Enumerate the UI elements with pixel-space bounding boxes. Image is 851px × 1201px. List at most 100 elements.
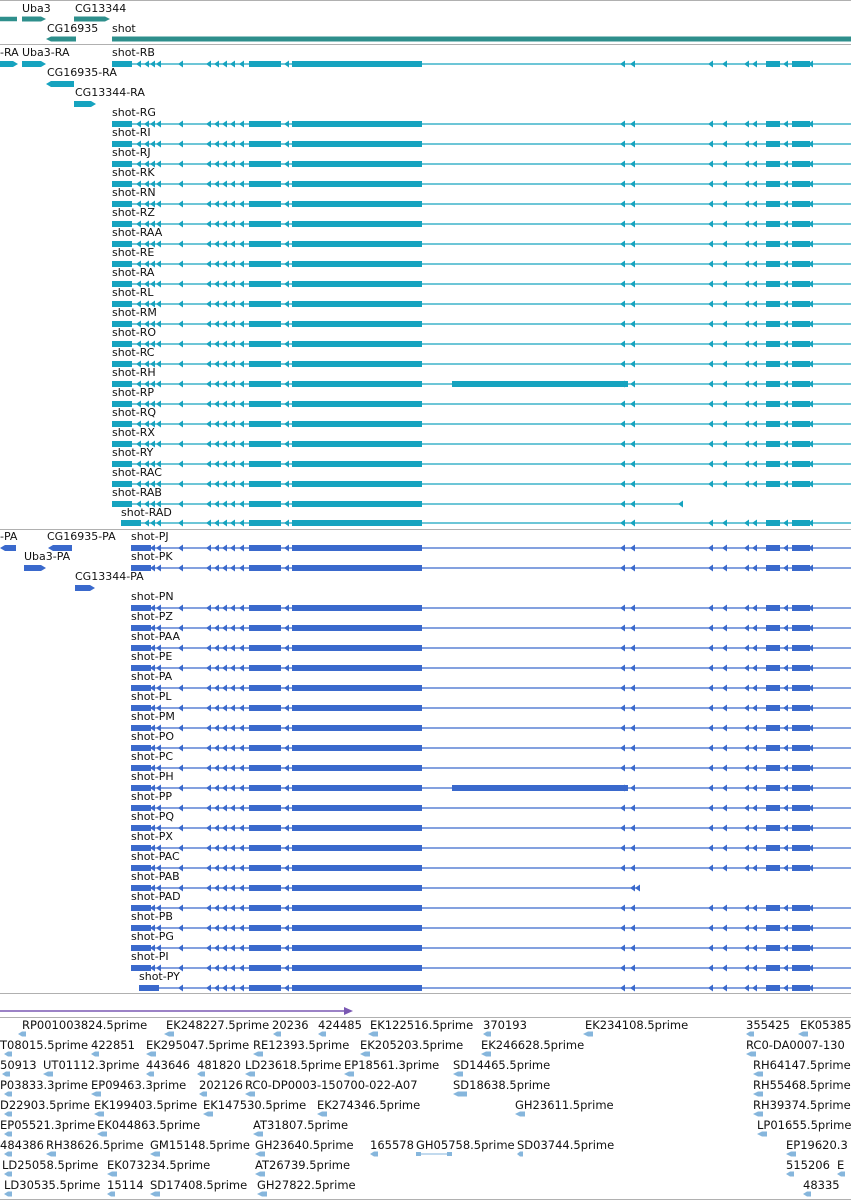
est-glyph[interactable] xyxy=(481,1051,491,1057)
est-glyph[interactable] xyxy=(753,1111,763,1117)
est-label[interactable]: 370193 xyxy=(483,1018,527,1032)
feature-label-shot-rq[interactable]: shot-RQ xyxy=(112,406,157,419)
feature-label-shot-pk[interactable]: shot-PK xyxy=(131,550,173,563)
feature-label-shot-pab[interactable]: shot-PAB xyxy=(131,870,180,883)
feature-label-shot-rad[interactable]: shot-RAD xyxy=(121,506,172,519)
est-label[interactable]: 515206 xyxy=(786,1158,830,1172)
gene-bar[interactable] xyxy=(46,36,76,42)
est-glyph[interactable] xyxy=(46,1151,56,1157)
est-glyph[interactable] xyxy=(837,1171,845,1177)
feature-label--ra[interactable]: -RA xyxy=(0,46,19,59)
feature-label-shot-raa[interactable]: shot-RAA xyxy=(112,226,163,239)
est-glyph[interactable] xyxy=(753,1071,763,1077)
est-glyph[interactable] xyxy=(4,1171,12,1177)
est-glyph[interactable] xyxy=(757,1131,767,1137)
est-glyph[interactable] xyxy=(798,1031,808,1037)
est-label[interactable]: GM15148.5prime xyxy=(150,1138,250,1152)
est-label[interactable]: 20236 xyxy=(272,1018,309,1032)
feature-label-shot-rj[interactable]: shot-RJ xyxy=(112,146,151,159)
est-label[interactable]: D22903.5prime xyxy=(0,1098,90,1112)
est-label[interactable]: SD03744.5prime xyxy=(517,1138,615,1152)
est-label[interactable]: RH64147.5prime xyxy=(753,1058,851,1072)
est-glyph[interactable] xyxy=(517,1151,523,1157)
feature-label-shot-ri[interactable]: shot-RI xyxy=(112,126,151,139)
est-label[interactable]: EK199403.5prime xyxy=(94,1098,198,1112)
feature-glyph[interactable] xyxy=(0,61,18,67)
feature-label-shot-pl[interactable]: shot-PL xyxy=(131,690,172,703)
est-glyph[interactable] xyxy=(483,1031,491,1037)
est-label[interactable]: EP19620.3 xyxy=(786,1138,848,1152)
est-glyph[interactable] xyxy=(97,1131,107,1137)
est-glyph[interactable] xyxy=(253,1131,263,1137)
est-label[interactable]: SD17408.5prime xyxy=(150,1178,248,1192)
est-label[interactable]: 355425 xyxy=(746,1018,790,1032)
est-glyph[interactable] xyxy=(150,1151,160,1157)
feature-label-shot-rn[interactable]: shot-RN xyxy=(112,186,156,199)
feature-label-shot-rm[interactable]: shot-RM xyxy=(112,306,157,319)
feature-label-shot-pi[interactable]: shot-PI xyxy=(131,950,169,963)
est-label[interactable]: RE12393.5prime xyxy=(253,1038,350,1052)
feature-glyph[interactable] xyxy=(74,101,96,107)
est-glyph[interactable] xyxy=(107,1171,117,1177)
est-label[interactable]: AT26739.5prime xyxy=(255,1158,351,1172)
feature-glyph[interactable] xyxy=(0,545,16,551)
est-label[interactable]: 422851 xyxy=(91,1038,135,1052)
est-glyph[interactable] xyxy=(746,1031,754,1037)
feature-label-shot-pc[interactable]: shot-PC xyxy=(131,750,174,763)
est-label[interactable]: 202126 xyxy=(199,1078,243,1092)
gene-bar[interactable] xyxy=(22,16,46,22)
est-glyph[interactable] xyxy=(150,1191,160,1197)
est-glyph[interactable] xyxy=(753,1091,763,1097)
est-label[interactable]: UT01112.3prime xyxy=(43,1058,140,1072)
gene-label-shot[interactable]: shot xyxy=(112,22,136,35)
est-label[interactable]: EP09463.3prime xyxy=(91,1078,187,1092)
feature-label-shot-pa[interactable]: shot-PA xyxy=(131,670,173,683)
est-label[interactable]: LD23618.5prime xyxy=(245,1058,342,1072)
est-glyph[interactable] xyxy=(146,1051,156,1057)
est-label[interactable]: 48335 xyxy=(803,1178,840,1192)
feature-label-shot-po[interactable]: shot-PO xyxy=(131,730,175,743)
est-label[interactable]: RH55468.5prime xyxy=(753,1078,851,1092)
feature-label-shot-ro[interactable]: shot-RO xyxy=(112,326,157,339)
est-label[interactable]: 443646 xyxy=(146,1058,190,1072)
est-label[interactable]: EK295047.5prime xyxy=(146,1038,250,1052)
est-label[interactable]: RH39374.5prime xyxy=(753,1098,851,1112)
est-label[interactable]: LP01655.5prime xyxy=(757,1118,851,1132)
feature-label-cg13344-ra[interactable]: CG13344-RA xyxy=(75,86,145,99)
est-label[interactable]: EP05521.3prime xyxy=(0,1118,96,1132)
feature-label-shot-rk[interactable]: shot-RK xyxy=(112,166,155,179)
feature-glyph[interactable] xyxy=(46,81,74,87)
est-label[interactable]: SD14465.5prime xyxy=(453,1058,551,1072)
feature-label-uba3-pa[interactable]: Uba3-PA xyxy=(24,550,71,563)
est-label[interactable]: EK246628.5prime xyxy=(481,1038,585,1052)
est-glyph[interactable] xyxy=(344,1071,354,1077)
est-label[interactable]: 50913 xyxy=(0,1058,37,1072)
feature-glyph[interactable] xyxy=(75,585,95,591)
feature-glyph[interactable] xyxy=(22,61,46,67)
est-label[interactable]: P03833.3prime xyxy=(0,1078,88,1092)
est-glyph[interactable] xyxy=(746,1051,756,1057)
feature-label-shot-rx[interactable]: shot-RX xyxy=(112,426,155,439)
gene-bar[interactable] xyxy=(74,16,110,22)
est-label[interactable]: RH38626.5prime xyxy=(46,1138,144,1152)
est-label[interactable]: EK044863.5prime xyxy=(97,1118,201,1132)
feature-glyph[interactable] xyxy=(48,545,72,551)
feature-label-cg16935-pa[interactable]: CG16935-PA xyxy=(47,530,116,543)
feature-label-shot-rb[interactable]: shot-RB xyxy=(112,46,155,59)
feature-label-shot-pe[interactable]: shot-PE xyxy=(131,650,173,663)
est-glyph[interactable] xyxy=(453,1071,463,1077)
est-glyph[interactable] xyxy=(317,1111,327,1117)
est-label[interactable]: GH23640.5prime xyxy=(255,1138,354,1152)
est-label[interactable]: EK205203.5prime xyxy=(360,1038,464,1052)
feature-label-shot-rac[interactable]: shot-RAC xyxy=(112,466,162,479)
feature-label-shot-pj[interactable]: shot-PJ xyxy=(131,530,169,543)
est-glyph[interactable] xyxy=(94,1111,104,1117)
est-label[interactable]: E xyxy=(837,1158,845,1172)
gene-label-uba3[interactable]: Uba3 xyxy=(22,2,51,15)
feature-label-shot-pac[interactable]: shot-PAC xyxy=(131,850,180,863)
est-label[interactable]: EK248227.5prime xyxy=(166,1018,270,1032)
est-glyph[interactable] xyxy=(18,1031,26,1037)
est-glyph[interactable] xyxy=(4,1131,12,1137)
feature-glyph[interactable] xyxy=(24,565,46,571)
feature-label-shot-pb[interactable]: shot-PB xyxy=(131,910,173,923)
